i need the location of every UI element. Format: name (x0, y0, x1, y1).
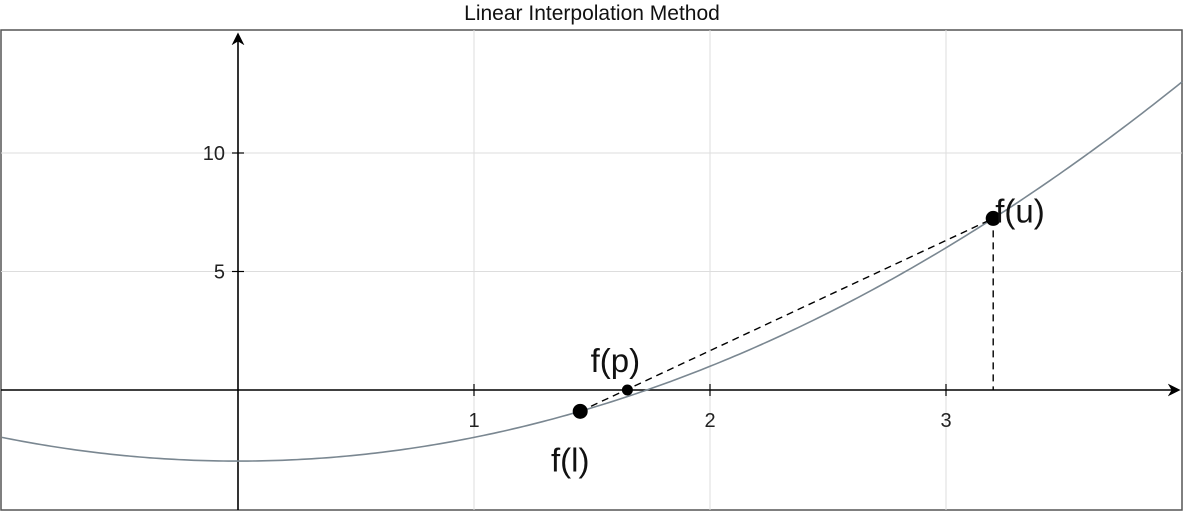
y-tick-label-5: 5 (214, 262, 225, 284)
point-label-2: f(u) (995, 192, 1044, 229)
series (1, 81, 1183, 462)
point-1 (621, 384, 633, 396)
point-0 (572, 403, 588, 419)
point-2 (985, 210, 1001, 226)
x-tick-label-1: 1 (468, 410, 479, 432)
x-tick-label-2: 2 (704, 410, 715, 432)
marks: f(l) f(p) f(u) (551, 192, 1045, 478)
ticks: 1 2 3 5 10 (203, 143, 952, 432)
curve-line (1, 81, 1183, 462)
plot-frame (0, 29, 1183, 511)
chart-title: Linear Interpolation Method (464, 2, 720, 25)
point-label-0: f(l) (551, 441, 589, 478)
point-label-1: f(p) (591, 342, 641, 379)
axes (1, 32, 1181, 510)
secant-line (579, 217, 994, 412)
x-tick-label-3: 3 (940, 410, 951, 432)
grid (1, 30, 1182, 510)
y-tick-label-10: 10 (203, 143, 225, 165)
